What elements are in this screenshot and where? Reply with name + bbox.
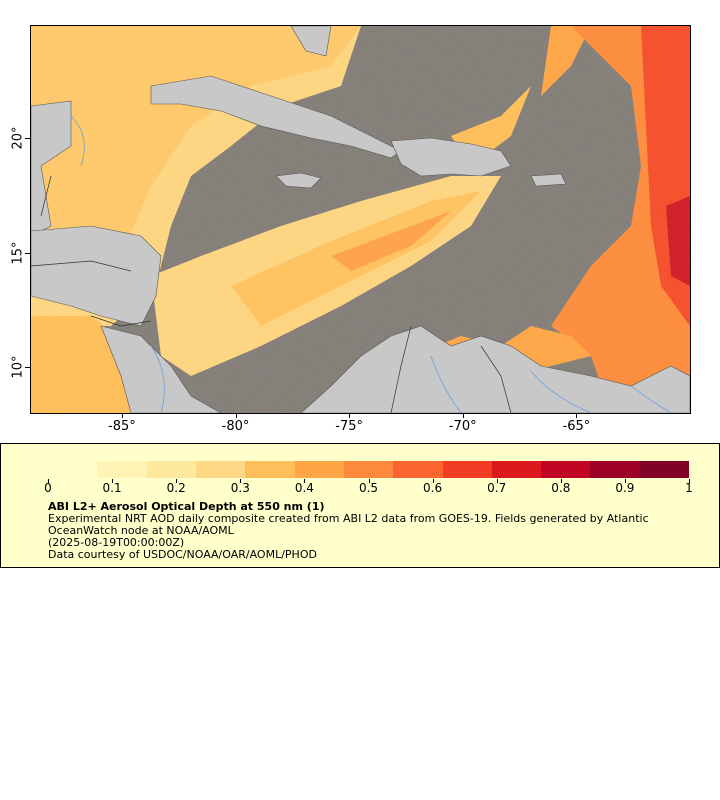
colorbar-tick <box>560 479 562 483</box>
colorbar-tick <box>112 479 114 483</box>
colorbar-label: 0 <box>44 481 52 495</box>
y-tick <box>25 252 30 254</box>
x-tick-label: -80° <box>221 419 250 434</box>
colorbar-label: 1 <box>685 481 693 495</box>
colorbar <box>48 461 690 478</box>
x-tick-label: -65° <box>562 419 591 434</box>
jamaica <box>275 172 322 189</box>
colorbar-tick <box>368 479 370 483</box>
x-tick <box>462 413 464 418</box>
colorbar-label: 0.2 <box>166 481 186 495</box>
borders-layer <box>31 175 512 413</box>
x-tick <box>349 413 351 418</box>
y-tick-label: 15° <box>10 241 26 265</box>
cuba <box>150 75 402 159</box>
legend-title: ABI L2+ Aerosol Optical Depth at 550 nm … <box>48 500 325 513</box>
colorbar-tick <box>304 479 306 483</box>
yucatan <box>31 100 72 237</box>
y-tick-label: 20° <box>10 126 26 150</box>
legend-credit: Data courtesy of USDOC/NOAA/OAR/AOML/PHO… <box>48 548 317 561</box>
aod-map <box>30 25 691 414</box>
colorbar-label: 0.8 <box>551 481 571 495</box>
colorbar-swatch <box>343 461 394 478</box>
colorbar-tick <box>689 479 690 483</box>
hispaniola <box>390 137 512 177</box>
x-tick <box>121 413 123 418</box>
colorbar-swatch <box>442 461 492 478</box>
colorbar-tick <box>176 479 178 483</box>
map-canvas <box>31 26 690 413</box>
colorbar-swatch <box>590 461 640 478</box>
colorbar-swatch <box>639 461 690 478</box>
colorbar-swatch <box>97 461 147 478</box>
colorbar-swatch <box>491 461 542 478</box>
colorbar-tick <box>240 479 242 483</box>
colorbar-swatch <box>541 461 591 478</box>
x-tick-label: -75° <box>335 419 363 434</box>
colorbar-swatch <box>146 461 196 478</box>
colorbar-tick <box>496 479 498 483</box>
legend-panel: 0 0.1 0.2 0.3 0.4 0.5 0.6 0.7 0.8 0.9 1 ABI L2+ Ae… <box>0 443 720 568</box>
colorbar-tick <box>432 479 434 483</box>
legend-description: Experimental NRT AOD daily composite cre… <box>48 512 649 537</box>
central-america-north <box>31 225 162 327</box>
colorbar-label: 0.9 <box>615 481 635 495</box>
colorbar-label: 0.6 <box>423 481 443 495</box>
puerto-rico <box>530 173 567 187</box>
y-tick-label: 10° <box>10 355 26 379</box>
colorbar-tick <box>48 479 49 483</box>
x-tick <box>576 413 578 418</box>
central-america-south <box>100 325 222 413</box>
x-tick <box>235 413 237 418</box>
colorbar-label: 0.4 <box>294 481 314 495</box>
x-tick-label: -70° <box>448 419 477 434</box>
x-tick-label: -85° <box>108 419 136 434</box>
colorbar-tick <box>624 479 626 483</box>
florida <box>290 26 332 57</box>
y-tick <box>25 367 30 369</box>
colorbar-swatch <box>48 461 98 478</box>
colorbar-swatch <box>195 461 246 478</box>
y-tick <box>25 138 30 140</box>
land-layer <box>31 26 690 413</box>
colorbar-swatch <box>294 461 344 478</box>
rivers-layer <box>70 115 672 413</box>
south-america <box>300 325 690 413</box>
colorbar-label: 0.7 <box>487 481 507 495</box>
legend-text: ABI L2+ Aerosol Optical Depth at 550 nm … <box>48 501 688 561</box>
legend-date: (2025-08-19T00:00:00Z) <box>48 536 185 549</box>
colorbar-swatch <box>393 461 443 478</box>
colorbar-swatch <box>245 461 295 478</box>
colorbar-label: 0.1 <box>102 481 122 495</box>
colorbar-label: 0.3 <box>230 481 250 495</box>
colorbar-label: 0.5 <box>358 481 379 495</box>
